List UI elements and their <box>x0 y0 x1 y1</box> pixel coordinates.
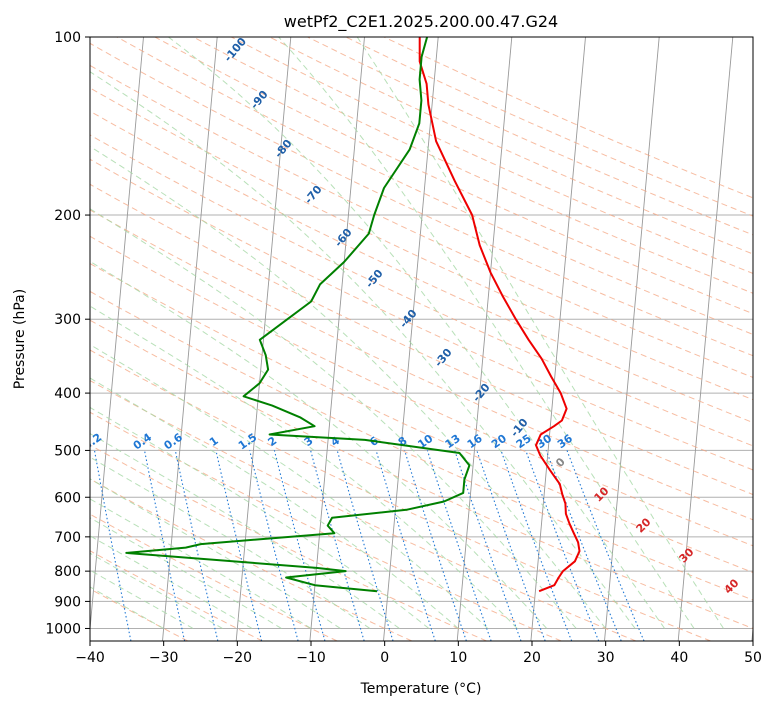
isotherm-line <box>530 37 586 641</box>
mixing-ratio-line <box>273 450 326 641</box>
x-tick-label: −40 <box>75 650 105 666</box>
moist-adiabat-line <box>90 456 371 629</box>
x-tick-label: 0 <box>380 650 389 666</box>
mixing-ratio-line <box>404 450 467 641</box>
y-tick-label: 700 <box>54 530 81 546</box>
moist-adiabat-line <box>90 498 312 629</box>
mixing-ratio-line <box>310 450 365 641</box>
mixing-ratio-line <box>375 450 436 641</box>
mixing-ratio-lines <box>93 450 645 641</box>
dry-adiabat-line <box>90 349 711 641</box>
isotherm-line <box>604 37 660 641</box>
moist-adiabat-line <box>90 517 282 629</box>
mixing-ratio-line <box>174 450 219 641</box>
dry-adiabat-line <box>90 411 562 641</box>
dry-adiabat-line <box>90 87 753 401</box>
dry-adiabat-line <box>90 319 753 630</box>
temperature-profile-line <box>418 37 581 593</box>
x-axis-ticks: −40 −30 −20 −10 0 10 20 30 40 50 <box>75 641 762 666</box>
y-tick-label: 400 <box>54 386 81 402</box>
moist-adiabat-line <box>90 552 223 629</box>
isotherm-line <box>456 37 513 641</box>
x-tick-label: 10 <box>449 650 467 666</box>
dry-adiabat-line <box>90 183 753 496</box>
dry-adiabat-line <box>90 235 753 547</box>
isotherm-line <box>162 37 218 641</box>
dry-adiabat-line <box>90 444 487 641</box>
dry-adiabat-line <box>90 64 753 378</box>
dry-adiabat-lines <box>90 37 753 641</box>
moist-adiabat-line <box>90 569 194 629</box>
moist-adiabat-line <box>90 377 459 629</box>
moist-adiabat-line <box>278 37 695 629</box>
plot-area: 0.1 0.2 0.4 0.6 1 1.5 2 3 4 6 8 10 13 16 20 25 30 36-100-… <box>90 37 753 641</box>
mixing-ratio-line <box>476 450 546 641</box>
y-tick-label: 500 <box>54 443 81 459</box>
dry-adiabat-line <box>90 550 263 641</box>
dry-adiabat-line <box>116 37 753 335</box>
dry-adiabat-line <box>90 134 753 447</box>
mixing-ratio-line <box>566 450 645 641</box>
mixing-ratio-line <box>545 450 622 641</box>
dry-adiabat-line <box>90 478 413 641</box>
mixing-ratio-line <box>500 450 573 641</box>
y-tick-label: 200 <box>54 208 81 224</box>
moist-adiabat-line <box>90 433 400 629</box>
y-tick-label: 600 <box>54 490 81 506</box>
dry-adiabat-line <box>90 513 338 641</box>
x-tick-label: 20 <box>523 650 541 666</box>
y-axis-ticks: 100 200 300 400 500 600 700 800 900 1000 <box>45 30 90 637</box>
isotherm-lines <box>90 37 753 641</box>
isotherm-line <box>383 37 439 641</box>
x-tick-label: 40 <box>670 650 688 666</box>
moist-adiabat-line <box>90 344 489 629</box>
y-tick-label: 300 <box>54 312 81 328</box>
moist-adiabat-line <box>90 145 607 629</box>
moist-adiabat-line <box>168 37 666 629</box>
isotherm-line <box>677 37 734 641</box>
y-axis-label: Pressure (hPa) <box>12 289 28 389</box>
x-axis-label: Temperature (°C) <box>360 681 482 697</box>
mixing-ratio-line <box>525 450 600 641</box>
mixing-ratio-line <box>454 450 522 641</box>
x-tick-label: 50 <box>744 650 762 666</box>
mixing-ratio-line <box>249 450 299 641</box>
mixing-ratio-line <box>143 450 186 641</box>
y-tick-label: 900 <box>54 594 81 610</box>
x-tick-label: −20 <box>223 650 253 666</box>
dry-adiabat-line <box>90 158 753 471</box>
x-tick-label: −10 <box>296 650 326 666</box>
moist-adiabat-line <box>90 71 636 629</box>
dry-adiabat-line <box>154 37 753 315</box>
isotherm-line <box>309 37 365 641</box>
x-tick-label: −30 <box>149 650 179 666</box>
moist-adiabat-line <box>90 208 577 629</box>
isotherm-line <box>751 623 753 641</box>
dry-adiabat-line <box>90 209 753 521</box>
x-tick-label: 30 <box>597 650 615 666</box>
y-tick-label: 1000 <box>45 621 81 637</box>
isotherm-line <box>90 37 144 634</box>
moist-adiabat-lines <box>90 37 724 629</box>
y-tick-label: 800 <box>54 564 81 580</box>
moist-adiabat-line <box>90 406 430 629</box>
profile-series <box>125 37 581 593</box>
mixing-ratio-line <box>426 450 492 641</box>
mixing-ratio-line <box>336 450 394 641</box>
dewpoint-profile-line <box>125 37 471 593</box>
moist-adiabat-line <box>356 37 724 629</box>
plot-frame <box>89 36 754 642</box>
moist-adiabat-line <box>90 535 253 629</box>
y-tick-label: 100 <box>54 30 81 46</box>
chart-title: wetPf2_C2E1.2025.200.00.47.G24 <box>284 12 558 32</box>
